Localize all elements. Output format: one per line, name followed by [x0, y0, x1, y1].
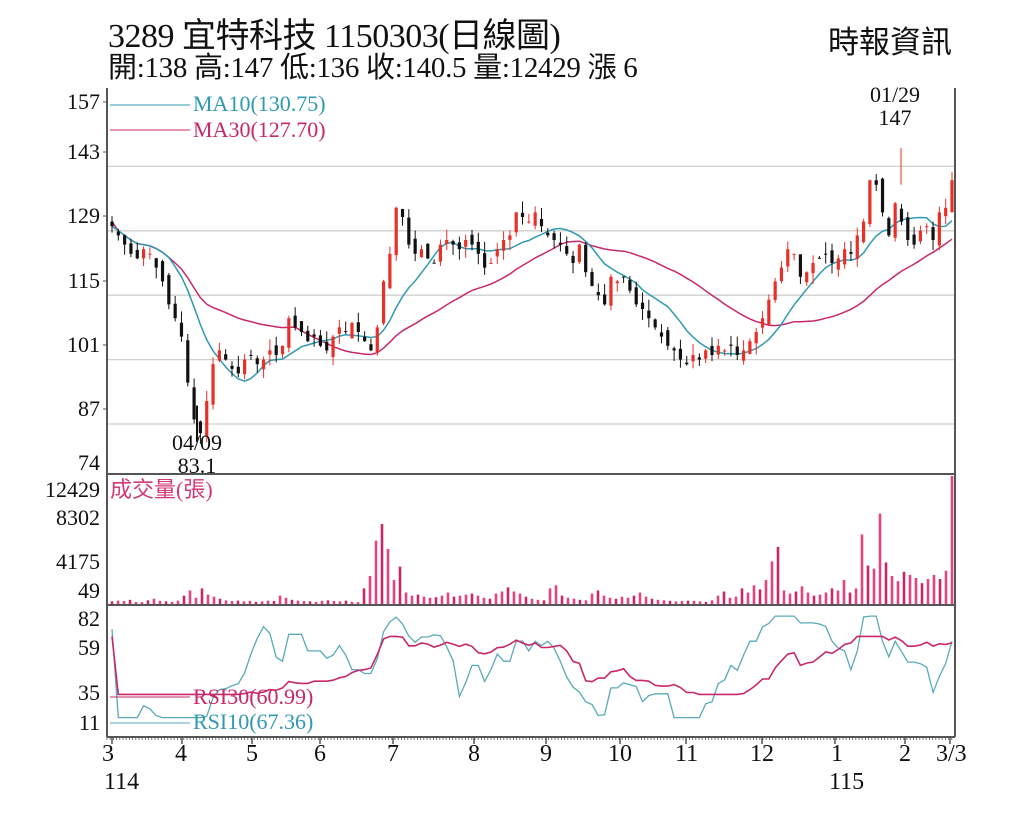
rsi-lines	[111, 615, 953, 719]
chart-frame	[103, 88, 956, 744]
x-tick-9: 9	[540, 741, 552, 767]
rsi10-legend: RSI10(67.36)	[193, 709, 314, 734]
rsi-tick-35: 35	[78, 680, 100, 705]
x-tick-2: 2	[899, 741, 911, 767]
x-tick-6: 6	[314, 741, 326, 767]
x-tick-3-3: 3/3	[936, 741, 967, 767]
price-gridlines	[107, 165, 955, 425]
x-tick-4: 4	[175, 741, 187, 767]
x-tick-12: 12	[750, 741, 774, 767]
x-tick-11: 11	[675, 741, 699, 767]
x-tick-5: 5	[246, 741, 258, 767]
ma10-legend: MA10(130.75)	[193, 91, 326, 116]
volume-tick-4175: 4175	[56, 549, 100, 574]
quote-summary: 開:138 高:147 低:136 收:140.5 量:12429 漲 6	[108, 52, 638, 84]
high-date-annotation: 01/29	[869, 82, 921, 107]
volume-tick-max: 12429	[45, 477, 100, 502]
low-value-annotation: 83.1	[177, 453, 217, 478]
volume-tick-49: 49	[78, 578, 100, 603]
chart-title: 3289 宜特科技 1150303(日線圖)	[108, 18, 561, 55]
volume-tick-8302: 8302	[56, 505, 100, 530]
legend-swatches	[110, 104, 190, 724]
year-label-114: 114	[104, 769, 140, 795]
volume-legend: 成交量(張)	[110, 477, 213, 502]
ma10-line	[111, 216, 953, 383]
x-tick-8: 8	[468, 741, 480, 767]
volume-bars	[110, 476, 954, 605]
rsi30-legend: RSI30(60.99)	[193, 684, 314, 709]
year-label-115: 115	[829, 769, 865, 795]
price-tick-74: 74	[78, 450, 100, 475]
price-tick-129: 129	[67, 203, 100, 228]
x-tick-7: 7	[387, 741, 399, 767]
x-tick-10: 10	[608, 741, 632, 767]
x-tick-3: 3	[102, 741, 114, 767]
price-tick-87: 87	[78, 396, 100, 421]
ma30-legend: MA30(127.70)	[193, 117, 326, 142]
high-value-annotation: 147	[878, 105, 912, 130]
rsi-tick-82: 82	[78, 606, 100, 631]
brand-label: 時報資訊	[828, 25, 952, 60]
candlesticks	[110, 148, 954, 444]
rsi-tick-59: 59	[78, 635, 100, 660]
price-tick-143: 143	[67, 139, 100, 164]
price-tick-101: 101	[67, 332, 100, 357]
ma30-line	[111, 221, 953, 356]
low-date-annotation: 04/09	[171, 430, 223, 455]
x-tick-1: 1	[831, 741, 843, 767]
price-tick-115: 115	[67, 268, 100, 293]
price-tick-157: 157	[67, 89, 100, 114]
rsi-tick-11: 11	[78, 710, 100, 735]
